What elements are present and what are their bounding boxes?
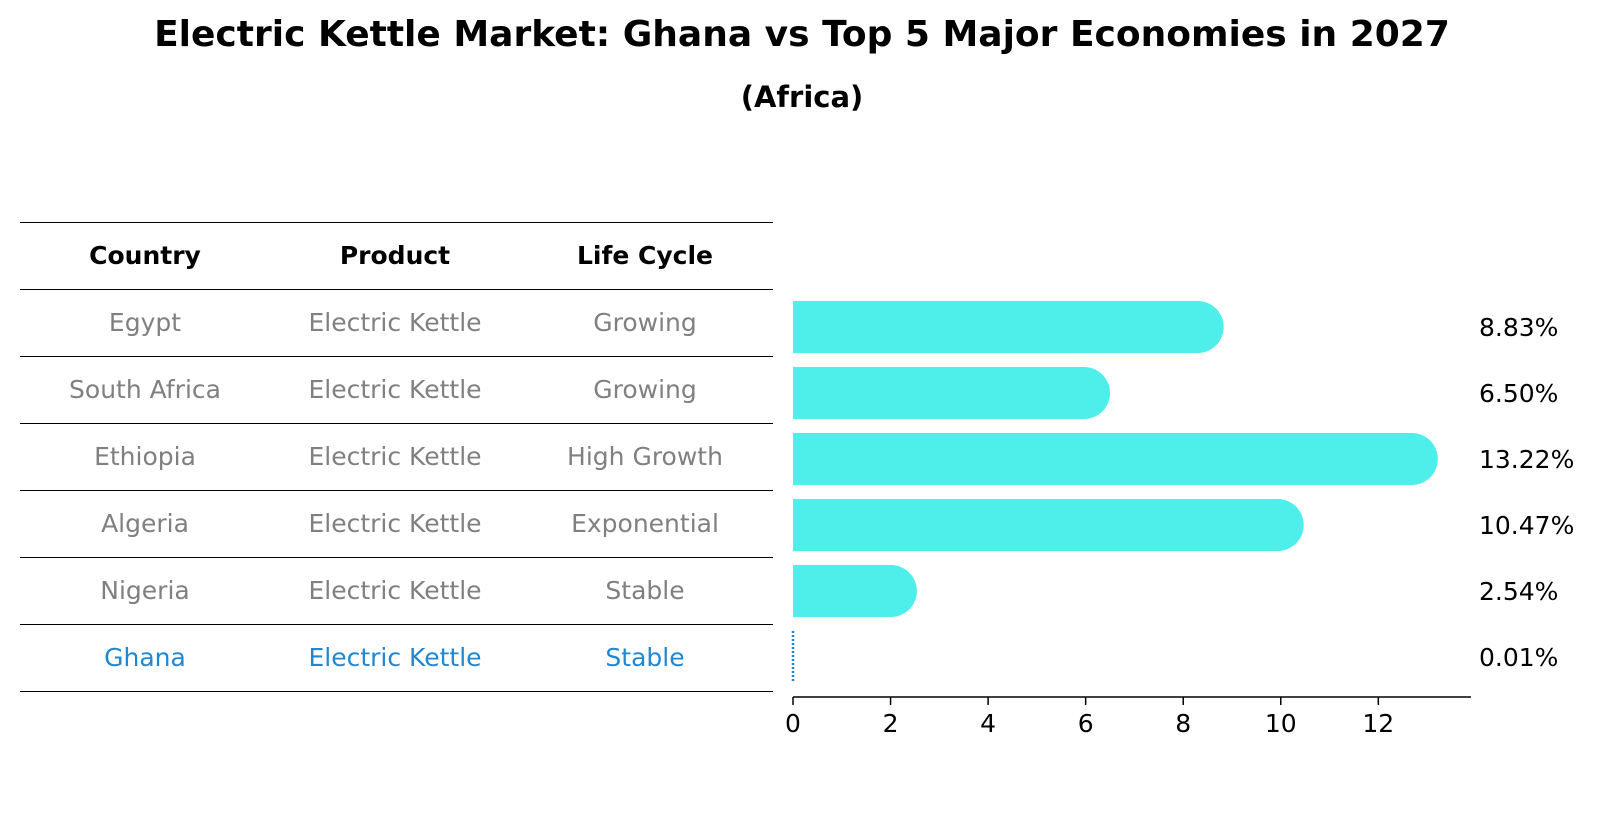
value-label: 13.22% (1479, 445, 1574, 474)
life-cycle-cell: Growing (593, 308, 697, 337)
value-label: 2.54% (1479, 577, 1558, 606)
bar-egypt (793, 301, 1224, 353)
table-row: Algeria Electric Kettle Exponential (20, 490, 773, 557)
country-cell: Ethiopia (94, 442, 196, 471)
bar-algeria (793, 499, 1304, 551)
table-row: Egypt Electric Kettle Growing (20, 289, 773, 356)
product-cell: Electric Kettle (308, 576, 482, 605)
product-cell: Electric Kettle (308, 375, 482, 404)
bar-ethiopia (793, 433, 1438, 485)
column-header-life-cycle: Life Cycle (576, 241, 714, 270)
column-header-country: Country (89, 241, 201, 270)
country-cell: South Africa (69, 375, 221, 404)
value-label: 6.50% (1479, 379, 1558, 408)
data-table: Country Product Life Cycle Egypt Electri… (20, 222, 773, 692)
x-tick-label: 4 (980, 709, 996, 738)
table-row: Ethiopia Electric Kettle High Growth (20, 423, 773, 490)
country-cell: Algeria (101, 509, 189, 538)
value-label: 0.01% (1479, 643, 1558, 672)
table-row: Nigeria Electric Kettle Stable (20, 557, 773, 624)
product-cell: Electric Kettle (308, 442, 482, 471)
table-header-row: Country Product Life Cycle (20, 222, 773, 289)
country-cell: Nigeria (100, 576, 190, 605)
product-cell: Electric Kettle (308, 643, 482, 672)
table-row: South Africa Electric Kettle Growing (20, 356, 773, 423)
x-tick-label: 10 (1265, 709, 1297, 738)
life-cycle-cell: Stable (605, 576, 685, 605)
value-label: 8.83% (1479, 313, 1558, 342)
country-cell: Ghana (104, 643, 186, 672)
bar-south-africa (793, 367, 1111, 419)
x-tick-label: 12 (1362, 709, 1394, 738)
x-tick-label: 0 (785, 709, 801, 738)
table-row-highlighted: Ghana Electric Kettle Stable (20, 624, 773, 692)
chart-subtitle: (Africa) (740, 80, 864, 114)
product-cell: Electric Kettle (308, 308, 482, 337)
country-cell: Egypt (108, 308, 182, 337)
column-header-product: Product (339, 241, 451, 270)
x-tick-label: 6 (1078, 709, 1094, 738)
x-tick-label: 2 (883, 709, 899, 738)
life-cycle-cell: Exponential (571, 509, 719, 538)
chart-title: Electric Kettle Market: Ghana vs Top 5 M… (154, 14, 1450, 55)
life-cycle-cell: Growing (593, 375, 697, 404)
life-cycle-cell: Stable (605, 643, 685, 672)
product-cell: Electric Kettle (308, 509, 482, 538)
life-cycle-cell: High Growth (567, 442, 723, 471)
value-label: 10.47% (1479, 511, 1574, 540)
x-tick-label: 8 (1175, 709, 1191, 738)
bar-nigeria (793, 565, 917, 617)
